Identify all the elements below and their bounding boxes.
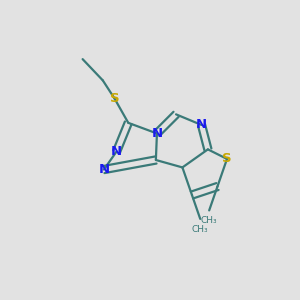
- Text: N: N: [98, 163, 110, 176]
- Text: N: N: [111, 145, 122, 158]
- Text: N: N: [152, 127, 163, 140]
- Text: S: S: [110, 92, 119, 105]
- Text: N: N: [196, 118, 207, 131]
- Text: CH₃: CH₃: [201, 216, 217, 225]
- Text: S: S: [222, 152, 232, 165]
- Text: CH₃: CH₃: [192, 225, 208, 234]
